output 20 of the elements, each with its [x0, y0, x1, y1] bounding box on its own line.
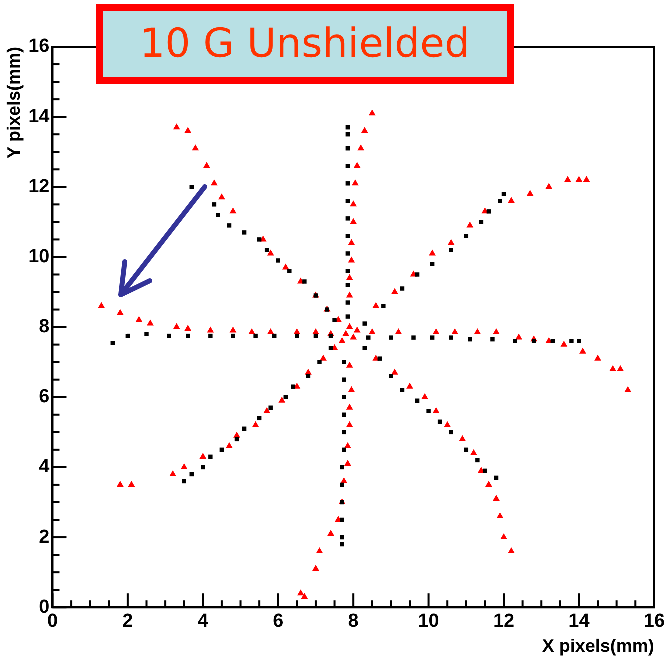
x-tick-label: 4 — [198, 611, 209, 632]
x-tick-label: 12 — [493, 611, 515, 632]
y-tick-label: 8 — [39, 316, 50, 338]
chart-title: 10 G Unshielded — [96, 4, 514, 84]
y-tick-label: 0 — [39, 596, 50, 618]
y-axis-title: Y pixels(mm) — [4, 47, 24, 159]
y-tick-label: 16 — [28, 36, 50, 58]
y-tick-label: 10 — [28, 246, 50, 268]
x-tick-label: 6 — [273, 611, 284, 632]
x-tick-label: 2 — [122, 611, 134, 632]
x-tick-label: 16 — [644, 611, 666, 632]
x-tick-label: 8 — [348, 611, 359, 632]
x-axis-title: X pixels(mm) — [542, 636, 654, 656]
y-tick-label: 12 — [28, 176, 50, 198]
y-tick-label: 6 — [39, 386, 50, 408]
y-tick-label: 2 — [39, 526, 50, 548]
x-tick-label: 14 — [568, 611, 590, 632]
y-tick-label: 14 — [28, 106, 50, 128]
x-tick-label: 10 — [418, 611, 440, 632]
y-tick-label: 4 — [39, 456, 50, 478]
